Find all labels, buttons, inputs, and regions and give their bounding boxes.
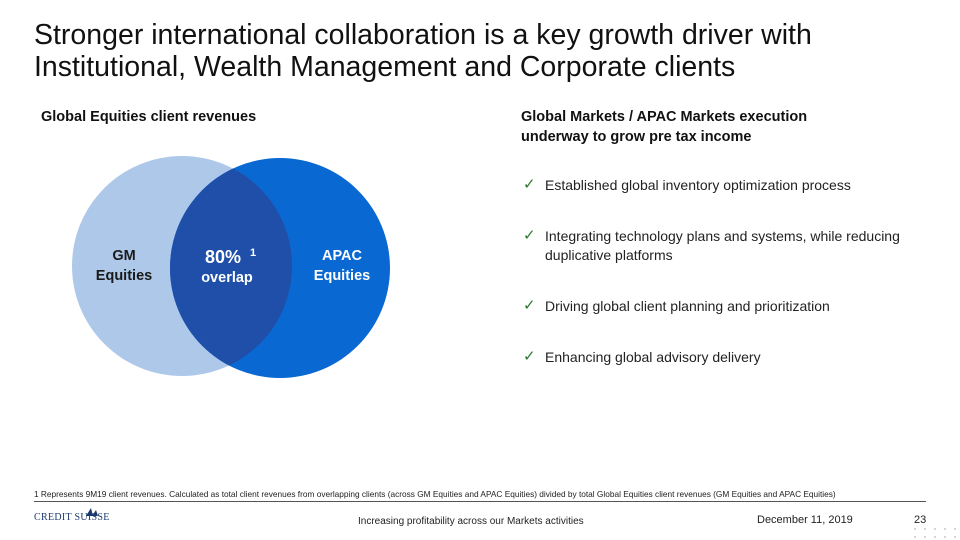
page-number: 23 bbox=[914, 514, 927, 526]
venn-diagram: GM Equities 80% 1 overlap APAC Equities bbox=[72, 156, 390, 378]
venn-overlap-region bbox=[170, 158, 292, 376]
list-item: ✓ Enhancing global advisory delivery bbox=[523, 347, 923, 367]
venn-left-label-line-1: GM bbox=[112, 248, 135, 264]
venn-overlap-value: 80% bbox=[205, 247, 241, 267]
sails-icon bbox=[86, 508, 98, 516]
list-item-text: Driving global client planning and prior… bbox=[545, 298, 830, 314]
check-icon: ✓ bbox=[523, 296, 536, 314]
footer-date: December 11, 2019 bbox=[757, 514, 853, 526]
list-item-text: Established global inventory optimizatio… bbox=[545, 177, 851, 193]
footnote: 1 Represents 9M19 client revenues. Calcu… bbox=[34, 489, 836, 499]
slide-title: Stronger international collaboration is … bbox=[34, 19, 934, 83]
footer-divider bbox=[34, 501, 926, 502]
check-icon: ✓ bbox=[523, 226, 536, 244]
check-icon: ✓ bbox=[523, 175, 536, 193]
venn-left-label-line-2: Equities bbox=[96, 268, 152, 284]
venn-overlap-percent: 80% bbox=[205, 247, 241, 267]
venn-overlap-label: overlap bbox=[201, 270, 253, 286]
venn-heading: Global Equities client revenues bbox=[41, 109, 257, 125]
list-item: ✓ Established global inventory optimizat… bbox=[523, 175, 923, 195]
list-item-text: Enhancing global advisory delivery bbox=[545, 349, 761, 365]
venn-right-label-line-1: APAC bbox=[322, 248, 363, 264]
check-icon: ✓ bbox=[523, 347, 536, 365]
dot-pattern-icon bbox=[914, 528, 956, 538]
venn-right-label-line-2: Equities bbox=[314, 268, 370, 284]
execution-list: ✓ Established global inventory optimizat… bbox=[523, 175, 923, 399]
logo-text: CREDIT SUISSE bbox=[34, 512, 110, 523]
list-item: ✓ Driving global client planning and pri… bbox=[523, 296, 923, 316]
slide-title-line-2: Institutional, Wealth Management and Cor… bbox=[34, 51, 736, 83]
list-item-text: Integrating technology plans and systems… bbox=[545, 228, 900, 263]
footer-center-text: Increasing profitability across our Mark… bbox=[358, 516, 584, 527]
venn-overlap-footnote-marker: 1 bbox=[250, 247, 256, 259]
execution-heading: Global Markets / APAC Markets execution … bbox=[521, 109, 808, 145]
list-item: ✓ Integrating technology plans and syste… bbox=[523, 226, 923, 265]
credit-suisse-logo: CREDIT SUISSE bbox=[34, 508, 110, 523]
slide-title-line-1: Stronger international collaboration is … bbox=[34, 19, 812, 51]
